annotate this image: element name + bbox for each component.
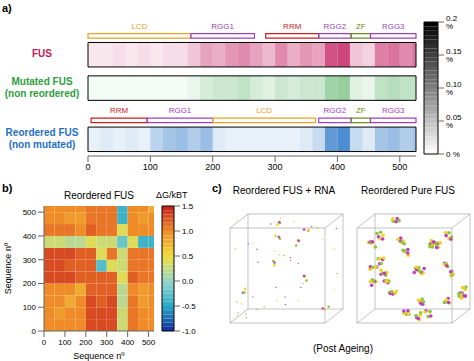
svg-text:0 %: 0 % [446,150,460,159]
svg-text:RGG1: RGG1 [169,106,192,115]
svg-text:Sequence nº: Sequence nº [73,351,125,361]
html-text:FUS: FUS [32,47,52,59]
svg-text:ZF: ZF [356,106,366,115]
html-text:Reordered FUS: Reordered FUS [5,127,79,139]
svg-text:1.0: 1.0 [182,227,194,236]
svg-text:0.5: 0.5 [182,252,194,261]
svg-text:LCD: LCD [256,106,272,115]
svg-text:Sequence nº: Sequence nº [8,242,13,294]
svg-text:-1.0: -1.0 [182,327,196,336]
svg-text:100: 100 [23,303,37,312]
svg-text:RGG1: RGG1 [211,22,234,31]
svg-text:400: 400 [23,232,37,241]
html-text:(non reordered): (non reordered) [4,88,80,100]
svg-text:0.05%: 0.05% [446,113,462,130]
svg-text:500: 500 [142,338,156,347]
svg-text:500: 500 [392,162,407,172]
svg-text:0.0: 0.0 [182,277,194,286]
svg-text:500: 500 [23,208,37,217]
html-text:Reordered FUS: Reordered FUS [64,190,134,201]
svg-text:0: 0 [85,162,90,172]
svg-text:400: 400 [330,162,345,172]
svg-text:Reordered Pure FUS: Reordered Pure FUS [361,185,455,196]
html-text:Mutated FUS: Mutated FUS [11,76,73,88]
svg-text:400: 400 [121,338,135,347]
svg-text:RGG2: RGG2 [324,22,347,31]
svg-text:LCD: LCD [131,22,147,31]
svg-text:0: 0 [42,338,47,347]
svg-text:RRM: RRM [110,106,129,115]
svg-text:1.5: 1.5 [182,202,194,211]
svg-text:200: 200 [205,162,220,172]
svg-text:ZF: ZF [356,22,366,31]
svg-text:100: 100 [58,338,72,347]
html-text:a): a) [2,2,12,14]
svg-text:-0.5: -0.5 [182,302,196,311]
svg-text:(Post Ageing): (Post Ageing) [313,343,373,354]
svg-text:100: 100 [143,162,158,172]
html-text:b): b) [2,182,13,194]
svg-text:RGG2: RGG2 [324,106,347,115]
svg-text:0: 0 [32,327,37,336]
svg-text:0.10%: 0.10% [446,80,462,97]
svg-text:Reordered FUS + RNA: Reordered FUS + RNA [233,185,336,196]
svg-text:200: 200 [23,279,37,288]
svg-text:RRM: RRM [283,22,302,31]
svg-text:RGG3: RGG3 [382,22,405,31]
html-text:(non mutated): (non mutated) [8,139,76,151]
svg-text:200: 200 [79,338,93,347]
svg-text:c): c) [212,182,222,194]
svg-text:300: 300 [23,256,37,265]
svg-text:300: 300 [268,162,283,172]
svg-text:0.15%: 0.15% [446,47,462,64]
svg-text:300: 300 [100,338,114,347]
svg-text:0.2%: 0.2% [446,16,458,31]
html-text:ΔG/kBT: ΔG/kBT [156,190,188,200]
svg-text:RGG3: RGG3 [382,106,405,115]
